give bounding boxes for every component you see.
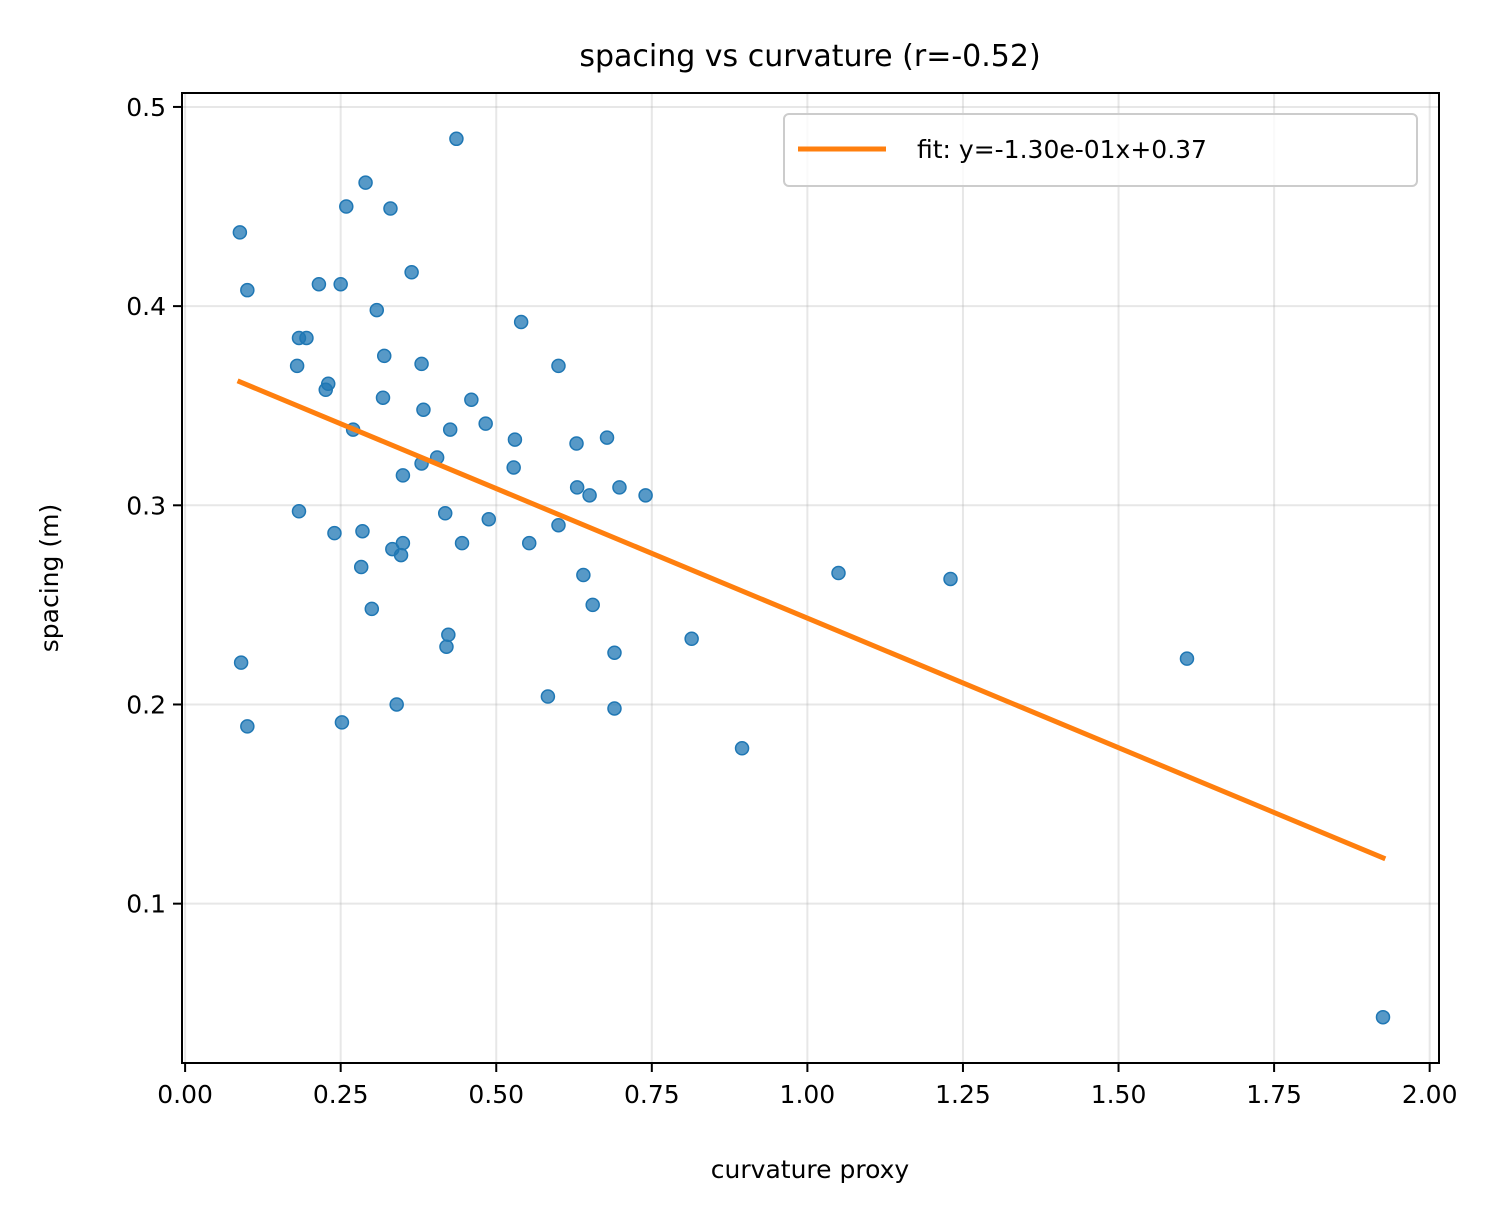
y-axis-label: spacing (m): [35, 504, 64, 652]
data-point: [389, 697, 404, 712]
x-axis-ticks: 0.00 0.25 0.50 0.75 1.00 1.25 1.50 1.75 2.00: [157, 1063, 1458, 1109]
data-point: [607, 701, 622, 716]
data-point: [1179, 651, 1195, 666]
data-point: [393, 547, 409, 563]
data-point: [240, 719, 255, 734]
fit-line: [236, 378, 1387, 862]
y-axis-ticks: 0.1 0.2 0.3 0.4 0.5: [126, 93, 182, 919]
data-points: [232, 131, 1391, 1025]
data-point: [507, 432, 523, 447]
y-tick-label: 0.3: [126, 491, 166, 520]
data-point: [439, 639, 454, 654]
y-tick-label: 0.1: [126, 890, 166, 919]
x-tick-label: 1.50: [1091, 1080, 1147, 1109]
chart-title: spacing vs curvature (r=-0.52): [579, 39, 1040, 74]
y-tick-label: 0.5: [126, 93, 166, 122]
data-point: [506, 460, 521, 475]
data-point: [585, 597, 600, 613]
data-point: [449, 131, 464, 147]
data-point: [1375, 1009, 1391, 1025]
data-point: [395, 468, 411, 483]
data-point: [599, 430, 615, 445]
data-point: [513, 314, 529, 330]
data-point: [943, 571, 958, 587]
data-point: [358, 175, 373, 190]
data-point: [734, 741, 750, 756]
data-point: [607, 645, 622, 660]
data-point: [376, 348, 392, 364]
data-point: [318, 382, 333, 398]
data-point: [311, 276, 327, 292]
y-tick-label: 0.4: [126, 292, 166, 321]
x-tick-label: 1.75: [1246, 1080, 1302, 1109]
legend-box: [783, 113, 1418, 187]
data-point: [437, 506, 453, 521]
x-axis-label: curvature proxy: [711, 1155, 910, 1184]
data-point: [333, 276, 348, 292]
x-tick-label: 1.25: [935, 1080, 991, 1109]
data-point: [684, 631, 699, 646]
data-point: [638, 488, 653, 503]
data-point: [612, 480, 627, 495]
data-point: [339, 199, 354, 214]
data-point: [355, 523, 370, 539]
data-point: [291, 504, 307, 519]
data-point: [464, 392, 479, 407]
x-tick-label: 0.50: [468, 1080, 524, 1109]
fit-line-layer: [236, 378, 1387, 862]
x-tick-label: 2.00: [1402, 1080, 1458, 1109]
data-point: [299, 330, 314, 346]
data-point: [582, 488, 597, 503]
data-point: [454, 535, 470, 551]
data-point: [416, 402, 431, 417]
data-point: [232, 225, 248, 240]
data-point: [289, 358, 305, 374]
grid: [182, 93, 1439, 1063]
data-point: [233, 655, 249, 670]
data-point: [831, 565, 846, 581]
legend: fit: y=-1.30e-01x+0.37: [783, 113, 1418, 187]
data-point: [414, 356, 429, 372]
plot-area-frame: [181, 92, 1440, 1064]
data-point: [569, 436, 584, 451]
data-point: [521, 535, 537, 551]
data-point: [481, 511, 497, 527]
data-point: [569, 480, 585, 495]
data-point: [576, 567, 591, 583]
data-point: [383, 201, 398, 216]
data-point: [442, 422, 458, 437]
data-point: [364, 601, 380, 617]
data-point: [375, 390, 391, 405]
legend-fit-label: fit: y=-1.30e-01x+0.37: [917, 135, 1207, 164]
data-point: [478, 416, 493, 431]
x-tick-label: 0.25: [313, 1080, 369, 1109]
data-point: [334, 715, 350, 730]
data-point: [540, 689, 556, 704]
data-point: [327, 525, 342, 541]
x-tick-label: 0.75: [624, 1080, 680, 1109]
data-point: [551, 358, 566, 374]
y-tick-label: 0.2: [126, 690, 166, 719]
data-point: [353, 559, 369, 575]
data-point: [240, 282, 255, 298]
x-tick-label: 0.00: [157, 1080, 213, 1109]
data-point: [551, 517, 566, 533]
x-tick-label: 1.00: [780, 1080, 836, 1109]
data-point: [441, 627, 456, 643]
data-point: [369, 302, 385, 318]
data-point: [404, 265, 419, 280]
